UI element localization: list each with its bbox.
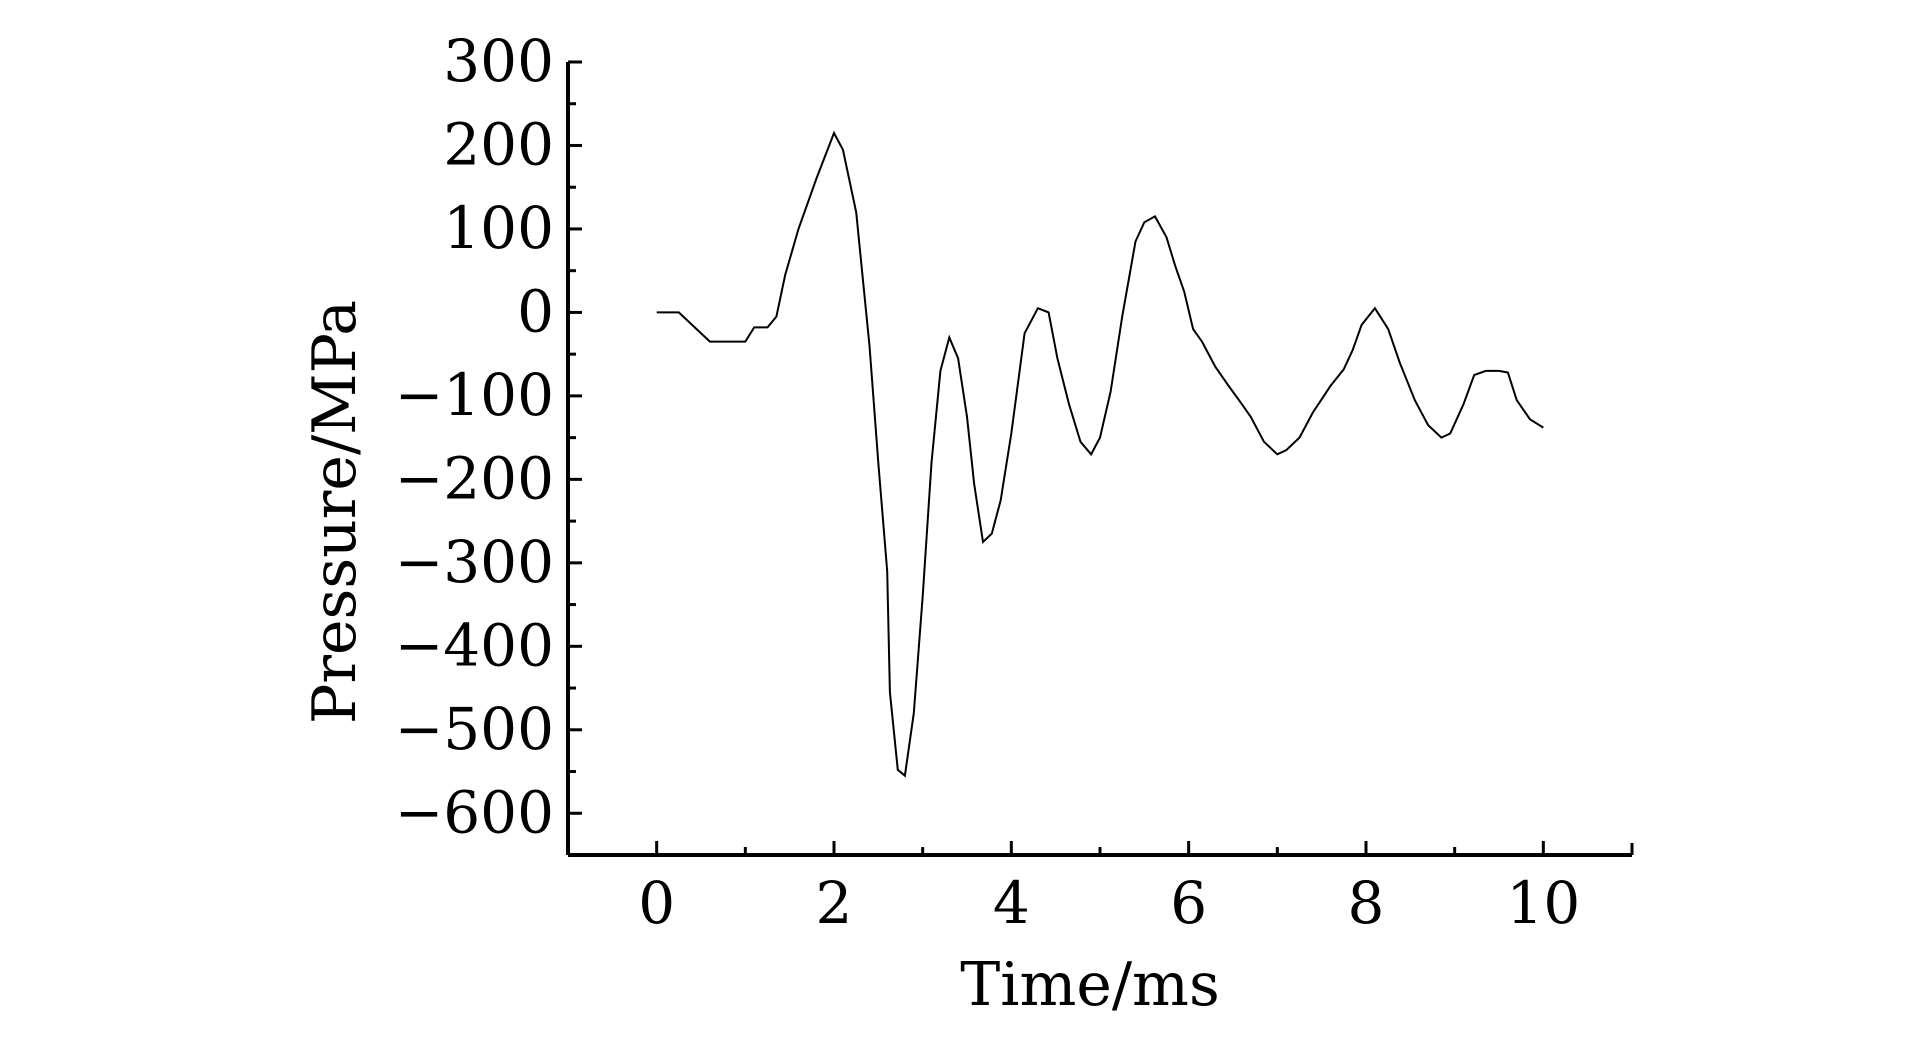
y-tick-label: −400 — [395, 611, 554, 679]
y-axis: 300 200 100 0 −100 −200 −300 −400 −500 −600 — [395, 27, 582, 857]
y-tick-label: −100 — [395, 361, 554, 429]
x-axis: 0 2 4 6 8 10 — [568, 841, 1634, 937]
y-tick-label: 200 — [443, 110, 554, 178]
x-tick-label: 6 — [1170, 869, 1207, 937]
y-tick-label: −600 — [395, 778, 554, 846]
y-tick-label: 100 — [443, 194, 554, 262]
plot-area — [656, 130, 1544, 778]
x-tick-label: 0 — [638, 869, 675, 937]
series-line — [656, 130, 1544, 778]
x-tick-label: 2 — [816, 869, 853, 937]
y-tick-label: 300 — [443, 27, 554, 95]
y-tick-label: −300 — [395, 528, 554, 596]
y-axis-title: Pressure/MPa — [300, 300, 370, 724]
x-tick-label: 4 — [993, 869, 1030, 937]
y-tick-label: −200 — [395, 444, 554, 512]
x-tick-label: 10 — [1506, 869, 1580, 937]
x-axis-title: Time/ms — [960, 950, 1220, 1020]
x-tick-label: 8 — [1348, 869, 1385, 937]
y-tick-label: 0 — [517, 277, 554, 345]
y-tick-label: −500 — [395, 695, 554, 763]
